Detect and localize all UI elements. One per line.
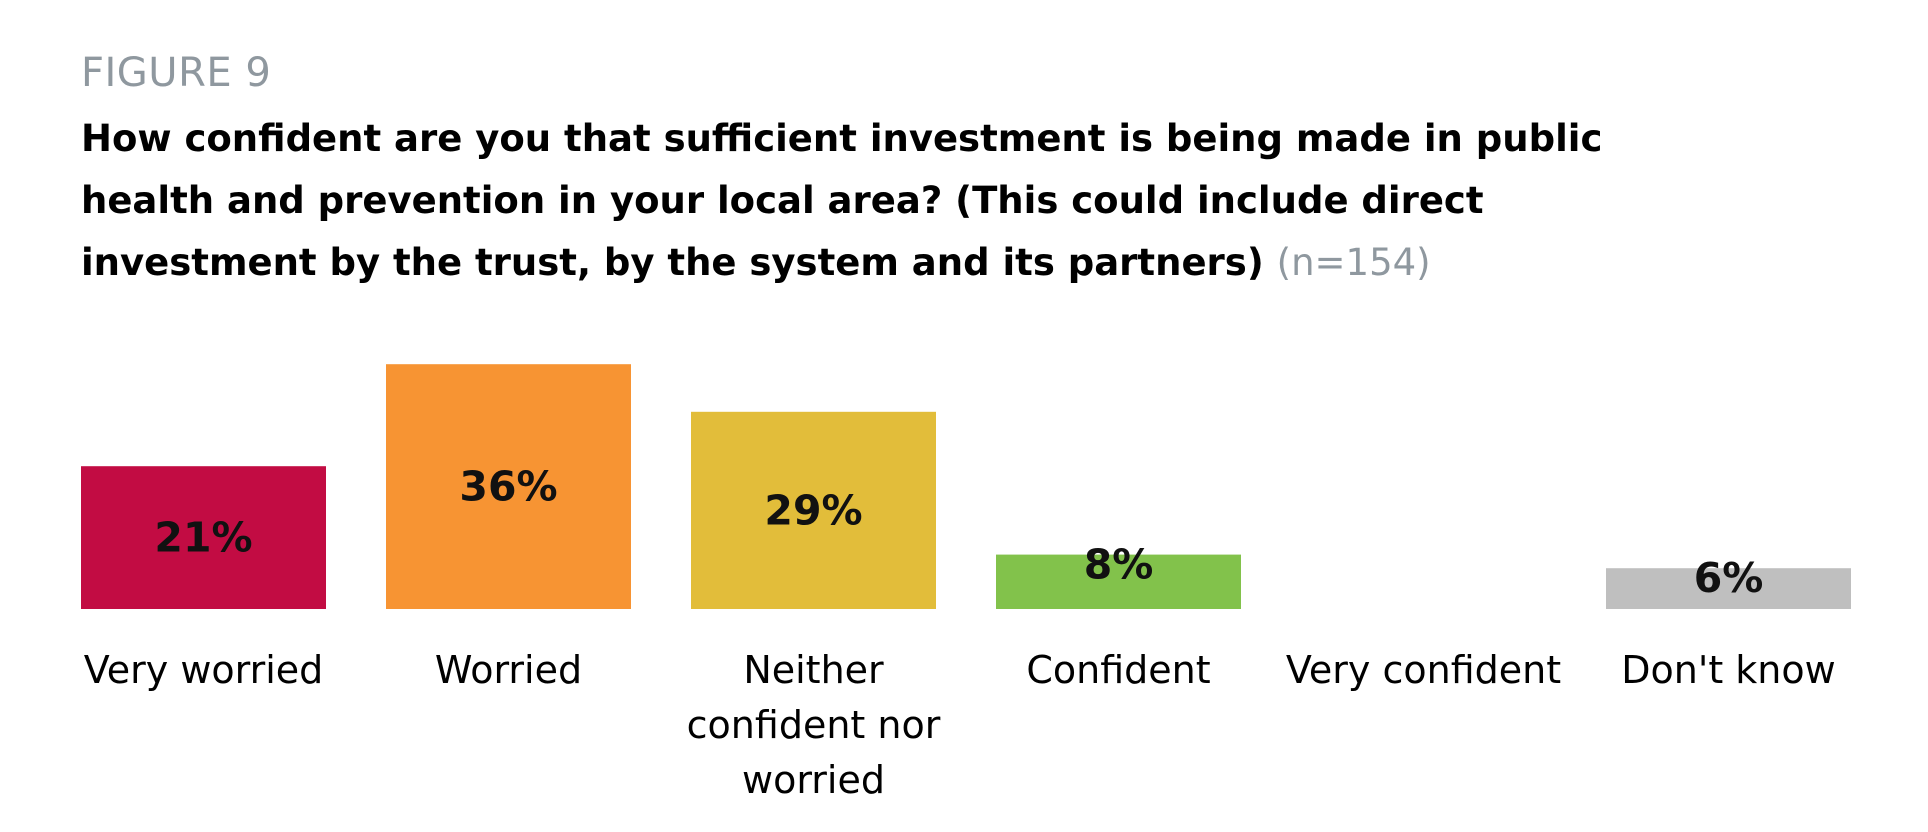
figure-label: FIGURE 9 — [81, 50, 272, 96]
data-label: 6% — [1694, 554, 1764, 602]
data-label: 8% — [1084, 541, 1154, 589]
category-label: Neither confident nor worried — [686, 648, 941, 802]
bar-don-t-know — [1606, 568, 1851, 609]
sample-size: (n=154) — [1276, 241, 1431, 284]
bar-confident — [996, 554, 1241, 609]
data-label: 21% — [154, 514, 252, 562]
data-label: 29% — [764, 486, 862, 534]
chart-title: How confident are you that sufficient in… — [81, 108, 1641, 294]
category-label: Confident — [1026, 648, 1211, 692]
bar-neither-confident-nor-worried — [691, 411, 936, 609]
chart-title-text: How confident are you that sufficient in… — [81, 117, 1603, 284]
bar-very-worried — [81, 466, 326, 609]
category-label: Very worried — [83, 648, 324, 692]
category-label: Worried — [434, 648, 583, 692]
category-label: Very confident — [1285, 648, 1562, 692]
bar-worried — [386, 364, 631, 609]
category-label: Don't know — [1621, 648, 1836, 692]
data-label: 36% — [459, 463, 557, 511]
